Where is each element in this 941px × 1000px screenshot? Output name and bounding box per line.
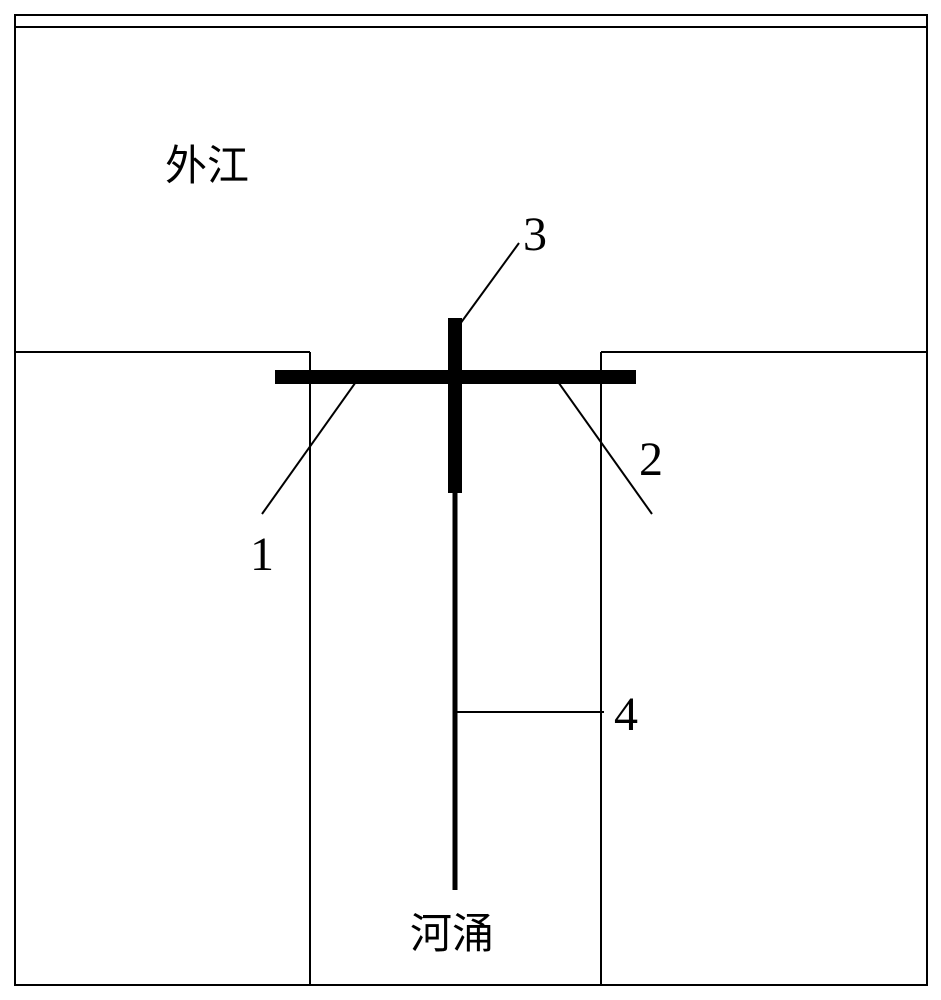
gate-stub	[448, 318, 462, 493]
label-3: 3	[523, 208, 547, 261]
label-1: 1	[250, 528, 274, 581]
canvas-bg	[0, 0, 941, 1000]
label-outer-river: 外江	[165, 144, 249, 190]
label-2: 2	[639, 433, 663, 486]
label-river-channel: 河涌	[410, 912, 494, 958]
label-4: 4	[614, 688, 638, 741]
